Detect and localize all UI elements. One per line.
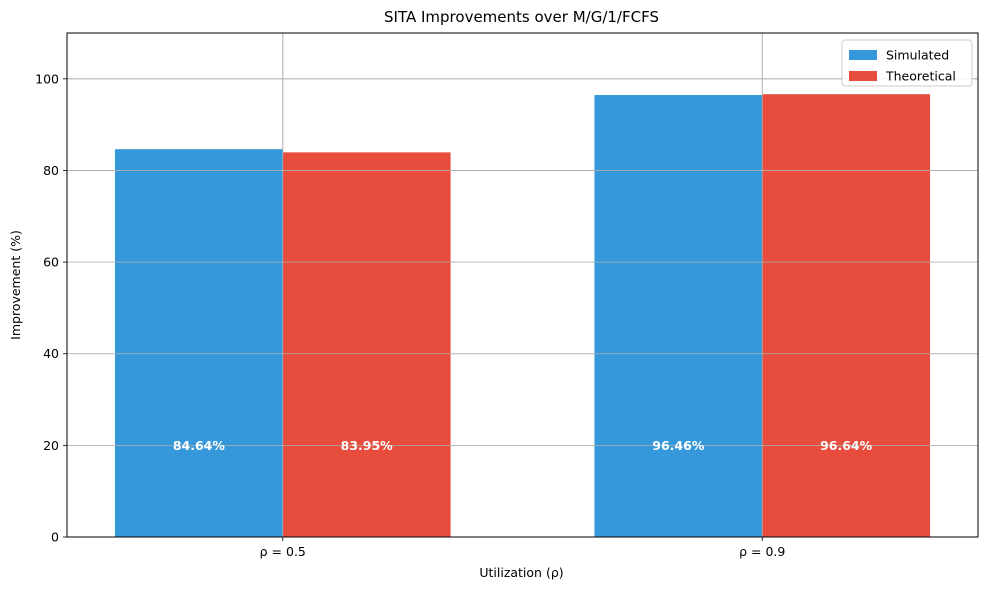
bars — [114, 94, 931, 538]
y-tick-label: 80 — [43, 163, 59, 178]
bar-value-label: 96.46% — [652, 438, 705, 453]
x-axis-title: Utilization (ρ) — [479, 565, 563, 580]
bar-value-label: 83.95% — [341, 438, 394, 453]
y-tick-label: 60 — [43, 255, 59, 270]
legend: Simulated Theoretical — [841, 39, 973, 87]
bar-theoretical — [762, 94, 931, 538]
y-axis-title: Improvement (%) — [8, 230, 23, 340]
bar-simulated — [594, 95, 763, 538]
bar-value-label: 84.64% — [173, 438, 226, 453]
y-tick-label: 40 — [43, 346, 59, 361]
bar-theoretical — [282, 152, 451, 537]
bar-value-label: 96.64% — [820, 438, 873, 453]
legend-label: Simulated — [886, 48, 949, 63]
y-tick-label: 20 — [43, 438, 59, 453]
axis-ticks: 0 20 40 60 80 100 ρ = 0.5 ρ = 0.9 — [35, 71, 785, 559]
legend-label: Theoretical — [885, 69, 956, 84]
legend-swatch — [849, 71, 877, 81]
x-tick-label: ρ = 0.9 — [739, 544, 785, 559]
plot-area-frame — [66, 32, 979, 538]
y-tick-label: 0 — [51, 530, 59, 545]
bar-simulated — [114, 149, 283, 537]
chart-title: SITA Improvements over M/G/1/FCFS — [384, 8, 659, 26]
x-tick-label: ρ = 0.5 — [260, 544, 306, 559]
legend-swatch — [849, 50, 877, 60]
y-tick-label: 100 — [35, 71, 59, 86]
bar-value-labels: 84.64% 96.46% 83.95% 96.64% — [173, 438, 873, 453]
